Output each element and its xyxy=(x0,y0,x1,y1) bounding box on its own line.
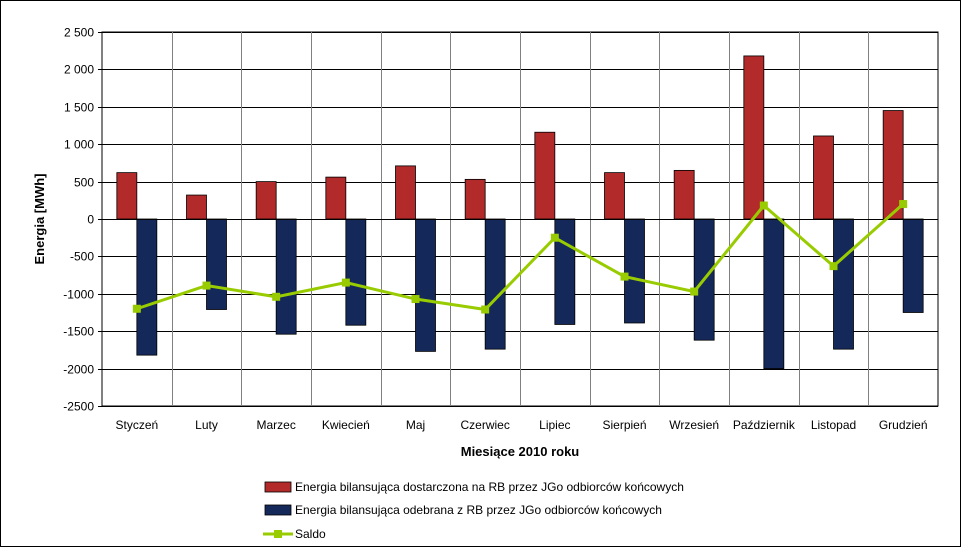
bar xyxy=(604,172,625,220)
y-axis-label: Energia [MWh] xyxy=(32,174,47,265)
bar xyxy=(186,194,207,220)
bar xyxy=(325,176,347,220)
saldo-point xyxy=(690,287,699,296)
x-axis-label: Miesiące 2010 roku xyxy=(461,444,580,459)
y-tick-label: 1 000 xyxy=(64,138,94,152)
x-tick-label: Listopad xyxy=(811,418,856,432)
x-tick-label: Luty xyxy=(195,418,218,432)
legend-label: Saldo xyxy=(295,527,326,541)
x-tick-label: Wrzesień xyxy=(669,418,719,432)
bar xyxy=(763,218,785,370)
bar xyxy=(833,218,854,350)
bar xyxy=(255,181,277,220)
saldo-point xyxy=(202,281,211,290)
saldo-point xyxy=(829,262,838,271)
y-tick-label: -2500 xyxy=(63,400,94,414)
x-tick-label: Maj xyxy=(406,418,425,432)
y-tick-label: 1 500 xyxy=(64,101,94,115)
bars xyxy=(102,55,938,370)
legend-swatch xyxy=(264,481,292,493)
y-tick-label: 500 xyxy=(74,176,94,190)
bar xyxy=(415,218,436,352)
bar xyxy=(206,218,227,310)
y-tick-label: -1500 xyxy=(63,325,94,339)
saldo-polyline xyxy=(136,202,905,312)
legend-label: Energia bilansująca odebrana z RB przez … xyxy=(295,503,662,517)
bar xyxy=(464,178,486,220)
y-tick-label: -2000 xyxy=(63,363,94,377)
bar xyxy=(275,218,297,335)
bar xyxy=(673,169,695,220)
legend-label: Energia bilansująca dostarczona na RB pr… xyxy=(295,480,684,494)
saldo-point xyxy=(899,200,908,209)
saldo-point xyxy=(759,201,768,210)
x-tick-label: Lipiec xyxy=(539,418,570,432)
saldo-line xyxy=(132,200,908,314)
x-tick-label: Październik xyxy=(733,418,796,432)
saldo-point xyxy=(341,278,350,287)
y-tick-label: -500 xyxy=(70,250,94,264)
bar xyxy=(813,135,834,220)
saldo-point xyxy=(132,304,141,313)
x-tick-label: Grudzień xyxy=(879,418,928,432)
legend: Energia bilansująca dostarczona na RB pr… xyxy=(263,480,684,541)
x-tick-label: Marzec xyxy=(256,418,295,432)
y-tick-label: 2 500 xyxy=(64,26,94,40)
bar xyxy=(624,218,645,324)
legend-marker xyxy=(274,530,282,538)
x-axis: Styczeń Luty Marzec Kwiecień Maj Czerwiec Lipi… xyxy=(115,418,927,432)
bar xyxy=(136,218,158,356)
bar xyxy=(743,55,765,220)
y-tick-label: -1000 xyxy=(63,288,94,302)
saldo-point xyxy=(620,272,629,281)
y-tick-label: 2 000 xyxy=(64,63,94,77)
bar xyxy=(902,218,924,313)
bar xyxy=(534,131,556,220)
bar xyxy=(484,218,506,350)
x-tick-label: Czerwiec xyxy=(460,418,509,432)
x-tick-label: Styczeń xyxy=(115,418,158,432)
saldo-point xyxy=(550,233,559,242)
bar xyxy=(116,172,138,220)
bar xyxy=(345,218,367,326)
saldo-point xyxy=(411,295,420,304)
x-tick-label: Kwiecień xyxy=(322,418,370,432)
saldo-point xyxy=(272,292,281,301)
y-tick-label: 0 xyxy=(87,213,94,227)
legend-swatch xyxy=(264,504,292,516)
bar xyxy=(395,165,416,220)
x-tick-label: Sierpień xyxy=(602,418,646,432)
saldo-point xyxy=(481,305,490,314)
